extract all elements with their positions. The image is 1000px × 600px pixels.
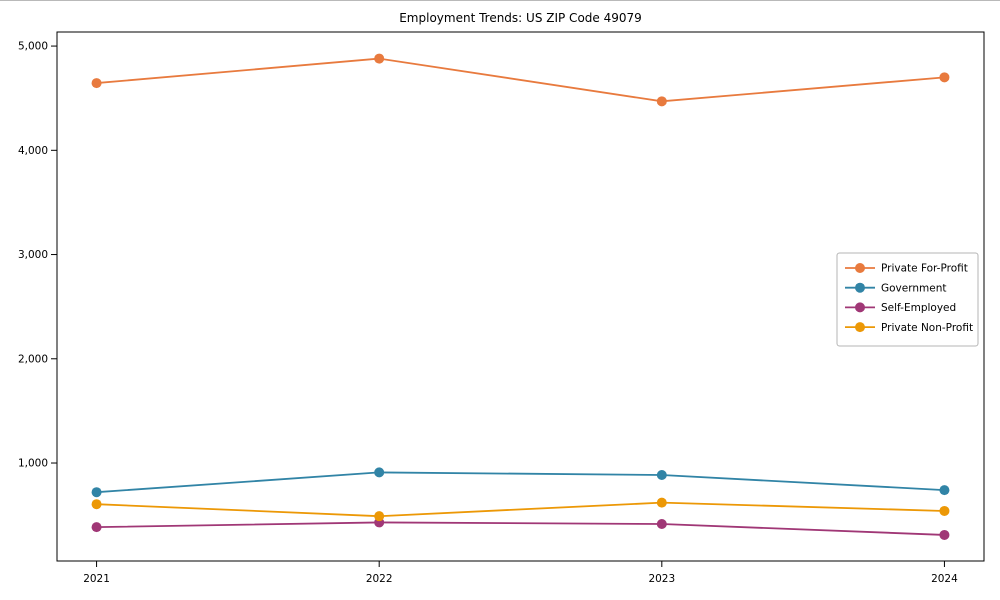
y-axis-tick-label: 3,000	[18, 249, 48, 261]
legend-marker-self-employed	[855, 302, 865, 313]
x-axis-tick-label: 2023	[648, 573, 675, 585]
series-line-self-employed	[96, 521, 945, 536]
x-axis-tick-label: 2021	[83, 573, 110, 585]
legend-marker-private-non-profit	[855, 322, 865, 333]
legend-box	[836, 252, 979, 347]
data-point-private-non-profit	[939, 505, 950, 516]
series-line-private-non-profit	[96, 501, 945, 518]
legend-label-self-employed: Self-Employed	[881, 302, 956, 314]
data-point-private-non-profit	[374, 511, 385, 522]
x-axis-tick-label: 2024	[931, 573, 958, 585]
data-point-government	[939, 485, 950, 496]
data-point-private-for-profit	[939, 72, 950, 83]
y-axis-tick-label: 5,000	[18, 41, 48, 53]
data-point-self-employed	[656, 518, 667, 529]
data-point-self-employed	[939, 529, 950, 540]
plot-border	[56, 31, 985, 562]
legend-label-government: Government	[881, 282, 946, 294]
data-point-private-for-profit	[374, 53, 385, 64]
data-point-government	[656, 470, 667, 481]
series-line-government	[96, 471, 945, 494]
data-point-private-for-profit	[656, 96, 667, 107]
data-point-government	[91, 487, 102, 498]
series-line-private-for-profit	[96, 57, 945, 103]
legend-marker-government	[855, 282, 865, 293]
data-point-government	[374, 467, 385, 478]
data-point-private-non-profit	[91, 499, 102, 510]
data-point-private-non-profit	[656, 497, 667, 508]
legend-label-private-for-profit: Private For-Profit	[881, 263, 968, 275]
data-point-self-employed	[91, 522, 102, 533]
chart-title: Employment Trends: US ZIP Code 49079	[399, 11, 642, 25]
y-axis-tick-label: 1,000	[18, 458, 48, 470]
y-axis-tick-label: 4,000	[18, 145, 48, 157]
y-axis-tick-label: 2,000	[18, 353, 48, 365]
legend-label-private-non-profit: Private Non-Profit	[881, 322, 973, 334]
window-top-border	[0, 0, 1000, 1]
legend-marker-private-for-profit	[855, 263, 865, 273]
x-axis-tick-label: 2022	[366, 573, 393, 585]
data-point-private-for-profit	[91, 78, 102, 89]
